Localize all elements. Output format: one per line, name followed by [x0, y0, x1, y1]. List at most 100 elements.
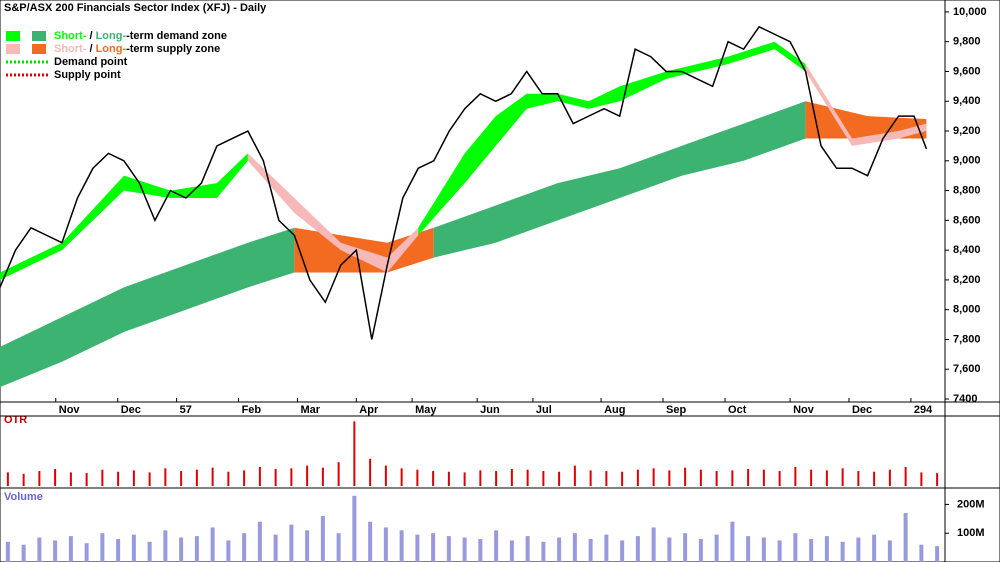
volume-bar	[383, 527, 388, 562]
x-tick-label: Dec	[121, 404, 141, 416]
volume-bar	[194, 536, 199, 562]
x-tick-label: Feb	[242, 404, 262, 416]
volume-bar	[226, 540, 231, 562]
x-tick-label: 294	[914, 404, 933, 416]
volume-bar	[37, 537, 42, 562]
legend-long: Long-	[96, 43, 127, 55]
volume-bar	[761, 537, 766, 562]
volume-bar	[840, 541, 845, 562]
zone-band	[805, 101, 927, 139]
legend-label: Supply point	[54, 69, 121, 81]
zone-band	[0, 227, 295, 388]
zone-band	[805, 64, 927, 146]
volume-bar	[651, 527, 656, 562]
volume-bar	[793, 533, 798, 562]
x-tick-label: 57	[180, 404, 192, 416]
volume-bar	[856, 537, 861, 562]
volume-bar	[84, 543, 89, 562]
legend-text: -term supply zone	[126, 43, 220, 55]
y-tick-label: 9,600	[953, 65, 981, 77]
volume-bar	[683, 533, 688, 562]
volume-bar	[352, 495, 357, 562]
volume-bar	[5, 541, 10, 562]
legend-label: Demand point	[54, 56, 128, 68]
volume-bar	[368, 521, 373, 562]
chart-title: S&P/ASX 200 Financials Sector Index (XFJ…	[4, 2, 267, 14]
volume-bar	[525, 536, 530, 562]
volume-bar	[179, 537, 184, 562]
x-tick-label: Jul	[536, 404, 552, 416]
y-tick-label: 9,000	[953, 155, 981, 167]
volume-bar	[399, 530, 404, 562]
volume-bar	[919, 544, 924, 562]
volume-bar	[809, 538, 814, 562]
legend-sep: /	[86, 30, 95, 42]
legend-label: Short- / Long--term demand zone	[54, 30, 227, 42]
x-tick-label: Apr	[359, 404, 379, 416]
legend-sep: /	[86, 43, 95, 55]
volume-bar	[478, 538, 483, 562]
volume-bar	[242, 533, 247, 562]
volume-bar	[68, 536, 73, 562]
volume-bar	[730, 521, 735, 562]
volume-bar	[320, 515, 325, 562]
legend-long: Long-	[96, 30, 127, 42]
legend-swatch	[6, 31, 20, 41]
legend-swatch	[6, 44, 20, 54]
volume-title: Volume	[4, 491, 43, 503]
zone-band	[418, 41, 806, 236]
volume-bar	[572, 533, 577, 562]
x-tick-label: Dec	[852, 404, 872, 416]
x-tick-label: Jun	[480, 404, 500, 416]
y-tick-label: 8,600	[953, 214, 981, 226]
legend-swatch	[32, 31, 46, 41]
volume-bar	[667, 537, 672, 562]
volume-bar	[147, 541, 152, 562]
x-tick-label: May	[415, 404, 437, 416]
volume-bar	[257, 521, 262, 562]
y-tick-label: 8,800	[953, 184, 981, 196]
x-tick-label: Mar	[300, 404, 320, 416]
volume-bar	[131, 534, 136, 562]
volume-bar	[509, 540, 514, 562]
volume-bar	[935, 546, 940, 562]
x-tick-label: Nov	[59, 404, 81, 416]
otr-title: OTR	[4, 414, 27, 426]
volume-bar	[903, 513, 908, 562]
y-tick-label: 7,600	[953, 363, 981, 375]
volume-bar	[557, 537, 562, 562]
x-tick-label: Aug	[604, 404, 625, 416]
volume-bar	[714, 534, 719, 562]
volume-bar	[273, 534, 278, 562]
zone-band	[433, 101, 806, 258]
volume-bar	[698, 538, 703, 562]
legend-text: -term demand zone	[126, 30, 227, 42]
volume-bar	[289, 524, 294, 562]
volume-bar	[305, 530, 310, 562]
legend-short: Short-	[54, 43, 87, 55]
volume-bar	[777, 540, 782, 562]
volume-bar	[541, 541, 546, 562]
volume-bar	[116, 538, 121, 562]
volume-bar	[163, 530, 168, 562]
y-tick-label: 100M	[957, 527, 985, 539]
volume-bar	[462, 537, 467, 562]
y-tick-label: 9,800	[953, 36, 981, 48]
price-line	[0, 25, 928, 340]
volume-bar	[53, 540, 58, 562]
y-tick-label: 9,400	[953, 95, 981, 107]
volume-bar	[887, 540, 892, 562]
volume-bar	[431, 533, 436, 562]
volume-bar	[415, 534, 420, 562]
y-tick-label: 8,400	[953, 244, 981, 256]
zone-band	[0, 153, 248, 280]
y-tick-label: 7400	[953, 393, 977, 405]
volume-bar	[604, 534, 609, 562]
legend-swatch	[32, 44, 46, 54]
y-tick-label: 10,000	[953, 6, 987, 18]
legend-short: Short-	[54, 30, 87, 42]
volume-bar	[336, 533, 341, 562]
volume-bar	[746, 536, 751, 562]
volume-bar	[588, 538, 593, 562]
